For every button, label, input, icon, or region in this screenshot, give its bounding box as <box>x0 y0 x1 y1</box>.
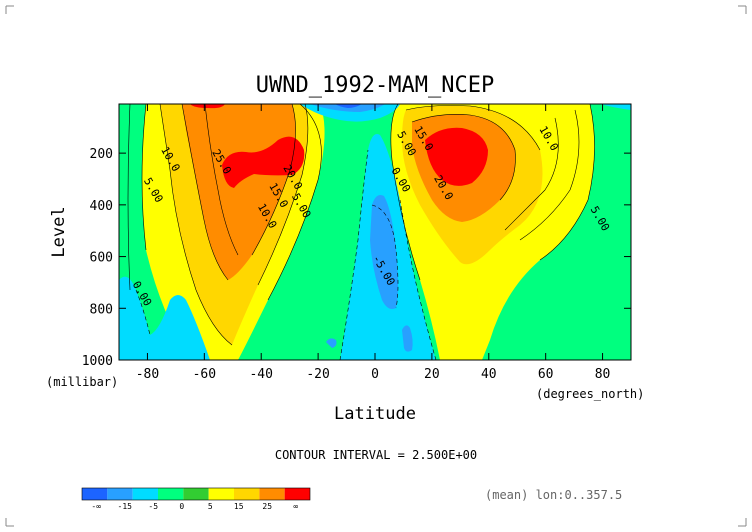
y-axis: 200 400 600 800 1000 <box>82 147 631 369</box>
legend-swatch <box>158 488 184 500</box>
legend-swatch <box>208 488 234 500</box>
y-tick-label: 800 <box>90 302 113 317</box>
corner-marks <box>5 5 747 527</box>
legend-swatch <box>132 488 158 500</box>
y-axis-title: Level <box>49 206 69 257</box>
contour-interval-text: CONTOUR INTERVAL = 2.500E+00 <box>275 448 477 462</box>
x-tick-label: 40 <box>481 367 497 382</box>
easterly-core <box>370 195 398 309</box>
mean-text: (mean) lon:0..357.5 <box>485 488 622 502</box>
legend-label: -5 <box>148 502 158 511</box>
x-axis: -80 -60 -40 -20 0 20 40 60 80 <box>136 104 611 382</box>
y-tick-label: 200 <box>90 147 113 162</box>
y-tick-label: 400 <box>90 199 113 214</box>
south-jet-level-25 <box>222 136 305 188</box>
legend-swatch <box>259 488 285 500</box>
chart-title: UWND_1992-MAM_NCEP <box>256 73 494 98</box>
legend-frame <box>81 487 311 501</box>
x-tick-label: 60 <box>538 367 554 382</box>
legend-label: 0 <box>179 502 184 511</box>
legend-label: -∞ <box>91 502 101 511</box>
y-unit-label: (millibar) <box>46 375 118 389</box>
x-tick-label: 0 <box>371 367 379 382</box>
legend-swatch <box>234 488 260 500</box>
legend-swatch <box>284 488 310 500</box>
north-jet-level-25 <box>425 127 488 186</box>
legend-label: 15 <box>234 502 244 511</box>
x-tick-label: -40 <box>249 367 272 382</box>
polar-easterly-south <box>119 276 210 360</box>
x-tick-label: -20 <box>306 367 329 382</box>
legend-label: ∞ <box>293 502 298 511</box>
legend-swatch <box>107 488 133 500</box>
color-legend: -∞ -15 -5 0 5 15 25 ∞ <box>81 487 311 511</box>
legend-label: 5 <box>208 502 213 511</box>
y-tick-label: 600 <box>90 251 113 266</box>
contour-field <box>119 104 631 360</box>
x-tick-label: 80 <box>595 367 611 382</box>
x-tick-label: 20 <box>424 367 440 382</box>
x-axis-title: Latitude <box>334 404 416 424</box>
legend-label: -15 <box>118 502 133 511</box>
y-tick-label: 1000 <box>82 354 113 369</box>
x-tick-label: -80 <box>136 367 159 382</box>
x-tick-label: -60 <box>193 367 216 382</box>
legend-swatch <box>183 488 209 500</box>
legend-label: 25 <box>262 502 272 511</box>
x-unit-label: (degrees_north) <box>536 387 644 401</box>
legend-swatch <box>82 488 108 500</box>
